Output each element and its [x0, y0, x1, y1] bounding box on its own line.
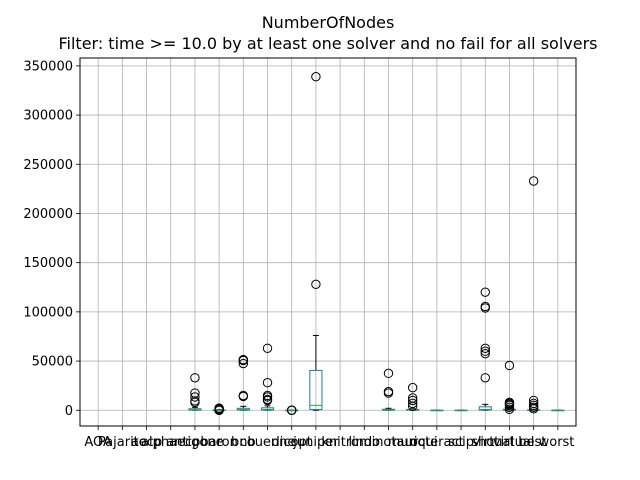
flier-point [262, 392, 273, 402]
flier-point [480, 343, 490, 353]
flier-point [311, 279, 321, 290]
flier-point [480, 303, 490, 313]
flier-point [504, 360, 515, 371]
grid-layer [80, 58, 576, 426]
flier-point [528, 404, 539, 414]
y-tick-label: 50000 [32, 355, 73, 370]
flier-point [238, 358, 249, 369]
flier-point [383, 388, 394, 398]
x-tick-label: alphaecp [141, 435, 200, 450]
flier-point [190, 373, 200, 383]
flier-point [214, 405, 224, 415]
flier-point [190, 397, 200, 408]
y-tick-label: 350000 [23, 59, 73, 74]
y-tick-label: 250000 [23, 158, 73, 173]
x-tick-label: bnb [231, 435, 256, 450]
plot-frame [79, 57, 577, 427]
flier-point [238, 355, 249, 366]
x-tick-label: couenne [240, 435, 296, 450]
x-tick-label: baron [200, 435, 237, 450]
box [260, 407, 275, 411]
x-tick-label: octeract [410, 435, 464, 450]
x-tick-label: aecp [131, 435, 162, 450]
flier-point [480, 348, 490, 359]
x-tick-label: virtual worst [493, 435, 575, 450]
y-tick-label: 300000 [23, 109, 73, 124]
box [478, 406, 492, 411]
flier-point [528, 176, 539, 186]
flier-point [480, 287, 490, 297]
axis-layer: 0 50000 100000 150000 200000 250000 300000 3500… [23, 59, 574, 450]
flier-point [480, 346, 490, 356]
x-tick-label: juniper [292, 435, 339, 450]
x-tick-label: virtual best [473, 435, 547, 450]
x-tick-label: knitro [321, 435, 359, 450]
flier-point [407, 395, 418, 406]
x-tick-label: dicopt [272, 435, 312, 450]
flier-point [407, 382, 418, 393]
flier-point [190, 388, 200, 398]
box-layer [188, 71, 565, 415]
x-tick-label: muriqui [388, 435, 438, 450]
x-tick-label: AOA [84, 435, 112, 450]
flier-point [238, 391, 249, 402]
flier-point [262, 378, 273, 388]
flier-point [407, 398, 418, 409]
x-tick-label: lindo [348, 435, 380, 450]
x-tick-label: minotaur [359, 435, 419, 450]
y-tick-label: 200000 [23, 207, 73, 222]
x-tick-label: shot [471, 435, 499, 450]
y-tick-label: 150000 [23, 256, 73, 271]
y-tick-label: 0 [65, 404, 73, 419]
y-tick-label: 100000 [23, 305, 73, 320]
chart-title: NumberOfNodes [262, 13, 395, 32]
flier-point [190, 392, 200, 402]
flier-point [504, 404, 515, 414]
x-tick-label: scip [448, 435, 474, 450]
flier-point [262, 343, 273, 353]
x-tick-label: antigone [166, 435, 223, 450]
flier-point [287, 405, 297, 415]
flier-point [407, 401, 418, 412]
flier-point [262, 395, 273, 406]
flier-point [383, 368, 394, 379]
flier-point [311, 71, 321, 82]
flier-point [480, 373, 490, 383]
x-tick-label: Pajarito [98, 435, 147, 450]
chart-subtitle: Filter: time >= 10.0 by at least one sol… [58, 34, 597, 53]
box [309, 369, 323, 411]
